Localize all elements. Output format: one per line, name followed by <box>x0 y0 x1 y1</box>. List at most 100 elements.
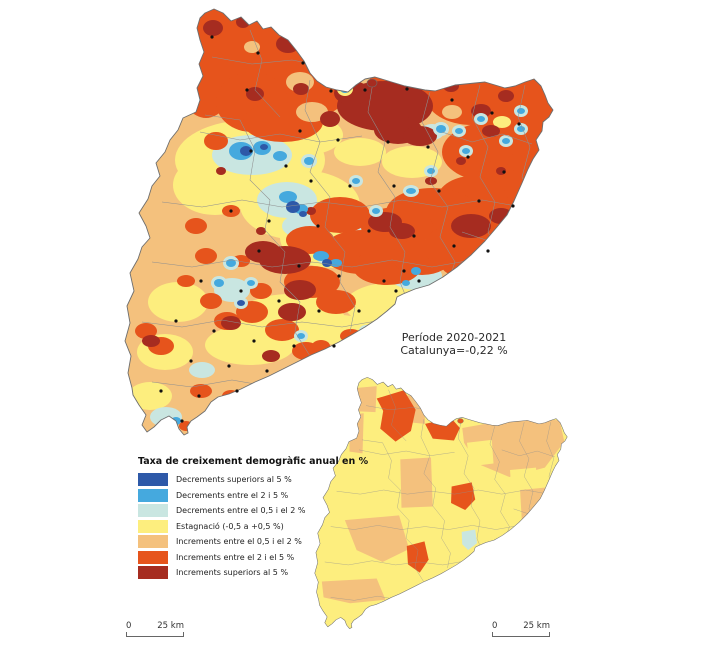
map-blob <box>212 135 292 175</box>
map-blob <box>221 316 241 330</box>
map-blob <box>471 104 491 118</box>
map-blob <box>273 151 287 161</box>
map-blob <box>256 227 266 235</box>
map-blob <box>411 267 421 275</box>
legend-swatch <box>138 519 168 533</box>
map-blob <box>518 245 534 257</box>
town-dot <box>199 279 203 283</box>
main-map-extras <box>366 78 378 88</box>
map-blob <box>279 17 293 27</box>
map-blob <box>323 66 341 78</box>
comarca-region <box>350 386 377 413</box>
legend-item: Increments superiors al 5 % <box>138 566 348 579</box>
legend-item-label: Decrements entre el 2 i 5 % <box>176 490 289 500</box>
map-blob <box>362 328 370 334</box>
town-dot <box>210 35 214 39</box>
town-dot <box>298 129 302 133</box>
town-dot <box>159 389 163 393</box>
town-dot <box>189 359 193 363</box>
map-blob <box>237 300 245 306</box>
town-dot <box>511 204 515 208</box>
map-blob <box>334 138 386 166</box>
scalebar-main-map: 0 25 km <box>126 622 184 637</box>
town-dot <box>316 224 320 228</box>
town-dot <box>309 179 313 183</box>
town-dot <box>402 269 406 273</box>
map-blob <box>456 157 466 165</box>
map-blob <box>245 241 281 263</box>
scalebar-bar <box>492 632 550 637</box>
town-dot <box>502 170 506 174</box>
town-dot <box>367 229 371 233</box>
map-blob <box>189 362 215 378</box>
town-dot <box>452 244 456 248</box>
scalebar-small-map: 0 25 km <box>492 622 550 637</box>
map-blob <box>240 146 252 156</box>
map-blob <box>322 259 332 267</box>
legend-items: Decrements superiors al 5 % Decrements en… <box>138 473 348 579</box>
town-dot <box>229 209 233 213</box>
small-map-outline <box>314 377 568 629</box>
comarca-region <box>406 541 429 573</box>
map-blob <box>320 111 340 127</box>
legend-item: Decrements superiors al 5 % <box>138 473 348 486</box>
main-map-municipal-heat <box>124 8 554 436</box>
map-blob <box>190 384 212 398</box>
scalebar-bar <box>126 632 184 637</box>
map-blob <box>313 251 329 261</box>
period-annotation: Període 2020-2021 Catalunya=-0,22 % <box>394 331 514 357</box>
map-blob <box>442 105 462 119</box>
map-blob <box>508 202 553 242</box>
map-blob <box>436 125 446 133</box>
map-blob <box>297 333 305 339</box>
map-blob <box>517 108 525 114</box>
comarca-region <box>376 390 416 442</box>
legend-item-label: Decrements superiors al 5 % <box>176 475 292 484</box>
map-blob <box>177 275 195 287</box>
map-blob-halo <box>337 82 353 96</box>
legend-item: Increments entre el 2 i el 5 % <box>138 550 348 564</box>
small-map-comarcal <box>314 377 568 629</box>
map-blob <box>262 350 280 362</box>
annotation-catalunya-value: Catalunya=-0,22 % <box>400 344 508 357</box>
town-dot <box>336 138 340 142</box>
map-blob <box>179 421 193 431</box>
town-dot <box>197 394 201 398</box>
map-blob <box>406 188 416 194</box>
map-blob <box>128 382 172 410</box>
map-blob <box>244 41 260 53</box>
legend-swatch <box>138 473 168 486</box>
scalebar-distance-label: 25 km <box>157 621 184 631</box>
legend-item: Increments entre el 0,5 i el 2 % <box>138 535 348 548</box>
map-blob <box>451 214 491 238</box>
comarca-region <box>344 515 410 562</box>
map-blob <box>200 293 222 309</box>
town-dot <box>417 279 421 283</box>
map-blob <box>286 226 334 254</box>
map-blob <box>524 177 548 195</box>
map-blob <box>462 148 470 154</box>
town-dot <box>466 155 470 159</box>
legend-item-label: Increments entre el 2 i el 5 % <box>176 552 295 562</box>
town-dot <box>477 199 481 203</box>
map-blob <box>216 167 226 175</box>
town-dot <box>386 140 390 144</box>
legend-item-label: Estagnació (-0,5 a +0,5 %) <box>176 521 284 531</box>
map-blob <box>498 90 514 102</box>
map-blob <box>477 116 485 122</box>
legend-item: Decrements entre el 2 i 5 % <box>138 488 348 502</box>
main-map-town-dots <box>159 35 521 423</box>
legend-item-label: Increments entre el 0,5 i el 2 % <box>176 537 302 546</box>
map-blob <box>353 55 371 69</box>
map-blob <box>226 259 236 267</box>
map-blob <box>135 323 157 339</box>
town-dot <box>239 289 243 293</box>
town-dot <box>490 111 494 115</box>
map-blob <box>286 201 300 213</box>
map-blob <box>195 248 217 264</box>
town-dot <box>297 264 301 268</box>
town-dot <box>392 184 396 188</box>
main-map-outline <box>124 8 554 436</box>
